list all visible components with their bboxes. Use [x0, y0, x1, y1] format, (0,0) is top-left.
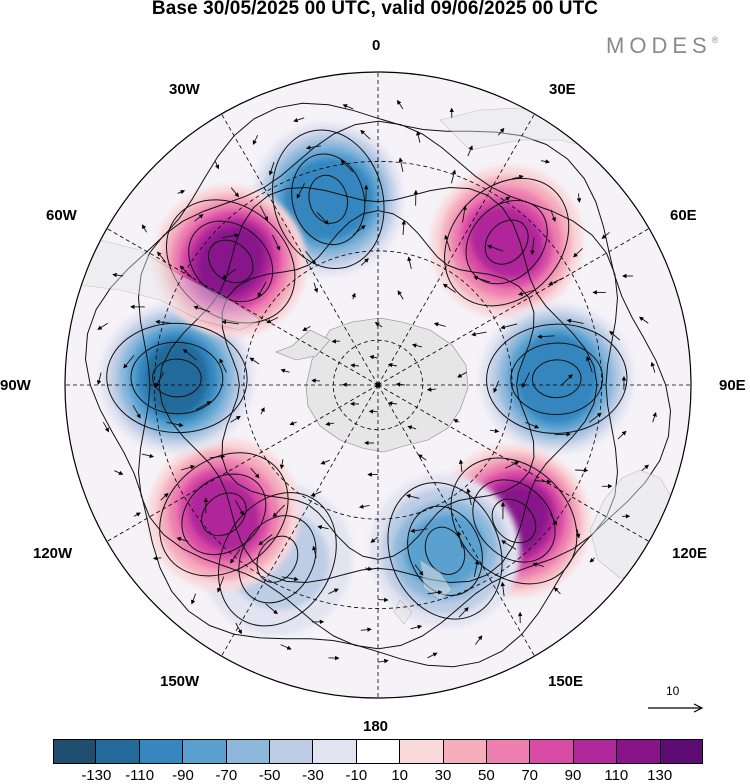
lon-label-60e: 60E: [670, 207, 697, 224]
wind-arrow: [370, 411, 378, 412]
colorbar-swatch: [227, 739, 270, 764]
colorbar: [53, 739, 703, 764]
colorbar-swatch: [530, 739, 573, 764]
lon-label-120w: 120W: [33, 545, 72, 562]
lon-label-30w: 30W: [169, 81, 200, 98]
lon-label-120e: 120E: [672, 545, 707, 562]
colorbar-swatch: [357, 739, 400, 764]
colorbar-tick-label: -70: [204, 767, 248, 784]
lon-label-0: 0: [372, 37, 380, 54]
lon-label-180: 180: [363, 718, 388, 735]
lon-label-150e: 150E: [548, 673, 583, 690]
colorbar-swatch: [53, 739, 96, 764]
lon-label-90e: 90E: [719, 377, 746, 394]
colorbar-tick-label: 90: [551, 767, 595, 784]
colorbar-swatch: [96, 739, 139, 764]
colorbar-swatch: [140, 739, 183, 764]
colorbar-swatch: [313, 739, 356, 764]
colorbar-tick-label: 10: [378, 767, 422, 784]
wind-arrow: [575, 470, 587, 471]
colorbar-swatch: [270, 739, 313, 764]
lon-label-60w: 60W: [46, 207, 77, 224]
lon-label-150w: 150W: [160, 673, 199, 690]
wind-arrow: [366, 186, 367, 202]
colorbar-tick-label: -90: [161, 767, 205, 784]
reference-vector-arrow: [647, 700, 707, 716]
colorbar-tick-label: -10: [334, 767, 378, 784]
lon-label-30e: 30E: [549, 81, 576, 98]
reference-vector-label: 10: [666, 684, 679, 698]
colorbar-swatch: [661, 739, 703, 764]
colorbar-tick-label: -50: [248, 767, 292, 784]
colorbar-swatch: [183, 739, 226, 764]
wind-arrow: [555, 434, 570, 435]
colorbar-swatch: [487, 739, 530, 764]
colorbar-swatch: [617, 739, 660, 764]
lon-label-90w: 90W: [0, 377, 31, 394]
colorbar-tick-label: 30: [421, 767, 465, 784]
colorbar-tick-label: 70: [508, 767, 552, 784]
colorbar-tick-label: 130: [638, 767, 682, 784]
south-pole-marker: [376, 383, 381, 388]
colorbar-swatch: [444, 739, 487, 764]
colorbar-tick-label: -110: [118, 767, 162, 784]
colorbar-swatch: [574, 739, 617, 764]
colorbar-tick-label: -130: [74, 767, 118, 784]
colorbar-tick-label: -30: [291, 767, 335, 784]
colorbar-swatch: [400, 739, 443, 764]
colorbar-tick-label: 110: [594, 767, 638, 784]
colorbar-tick-label: 50: [464, 767, 508, 784]
